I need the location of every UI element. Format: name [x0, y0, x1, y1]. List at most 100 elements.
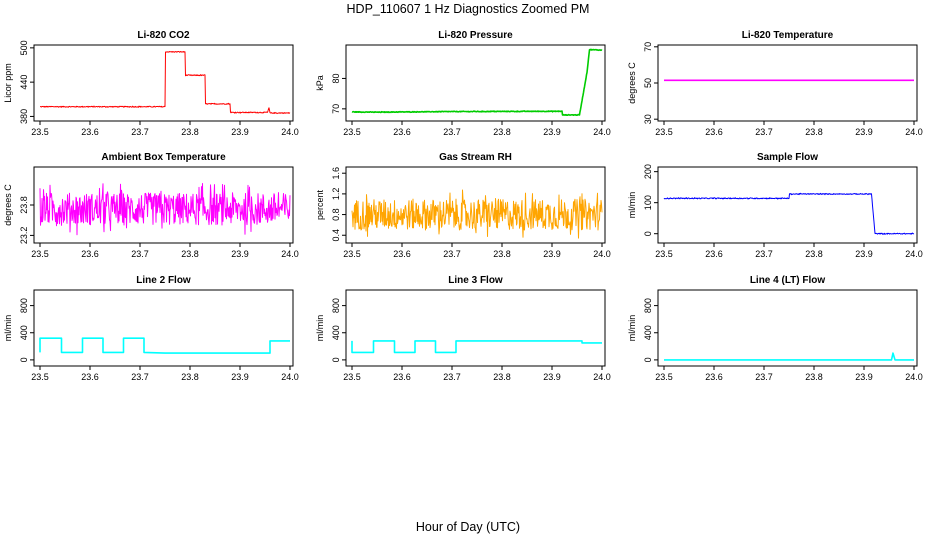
panel-title: Sample Flow: [757, 152, 818, 163]
x-tick-label: 23.5: [31, 372, 49, 382]
x-tick-label: 23.8: [493, 372, 511, 382]
x-tick-label: 24.0: [905, 372, 923, 382]
y-tick-label: 70: [331, 104, 341, 114]
y-tick-label: 50: [643, 78, 653, 88]
plot-frame: [345, 44, 606, 122]
panel-title: Gas Stream RH: [439, 152, 512, 163]
x-tick-label: 24.0: [593, 249, 611, 259]
chart-panel: Ambient Box Temperature 23.5 23.6 23.7 23.8 2…: [3, 152, 299, 259]
y-axis-label: Licor ppm: [3, 63, 13, 103]
y-tick-label: 70: [643, 42, 653, 52]
x-tick-label: 23.9: [543, 249, 561, 259]
x-tick-label: 23.5: [655, 372, 673, 382]
x-tick-label: 23.9: [855, 249, 873, 259]
series-line: [664, 352, 914, 361]
y-axis-label: ml/min: [627, 192, 637, 219]
x-tick-label: 23.5: [655, 127, 673, 137]
y-tick-label: 30: [643, 114, 653, 124]
y-tick-label: 440: [19, 75, 29, 90]
chart-panel: Line 2 Flow 23.5 23.6 23.7 23.8 23.9 24.0 0 400 8…: [3, 275, 299, 382]
panel-title: Li-820 CO2: [137, 30, 190, 41]
y-tick-label: 500: [19, 40, 29, 55]
y-tick-label: 0.8: [331, 208, 341, 221]
figure-x-label: Hour of Day (UTC): [416, 520, 520, 534]
x-tick-label: 23.6: [705, 127, 723, 137]
x-tick-label: 23.9: [543, 127, 561, 137]
x-tick-label: 23.7: [131, 372, 149, 382]
x-tick-label: 23.6: [393, 372, 411, 382]
x-tick-label: 24.0: [593, 127, 611, 137]
y-tick-label: 0: [331, 357, 341, 362]
x-tick-label: 24.0: [593, 372, 611, 382]
plot-frame: [657, 289, 918, 367]
y-tick-label: 0: [19, 357, 29, 362]
chart-panel: Li-820 Temperature 23.5 23.6 23.7 23.8 23.9 24…: [627, 30, 923, 137]
x-tick-label: 23.9: [231, 372, 249, 382]
y-axis-label: kPa: [315, 75, 325, 91]
x-tick-label: 24.0: [281, 127, 299, 137]
plot-frame: [33, 289, 294, 367]
x-tick-label: 23.8: [493, 249, 511, 259]
x-tick-label: 24.0: [281, 249, 299, 259]
y-tick-label: 400: [19, 325, 29, 340]
x-tick-label: 23.7: [755, 249, 773, 259]
series-line: [663, 192, 915, 235]
y-axis-label: ml/min: [3, 315, 13, 342]
plot-frame: [33, 44, 294, 122]
x-tick-label: 23.8: [181, 127, 199, 137]
x-tick-label: 23.7: [131, 127, 149, 137]
x-tick-label: 23.8: [805, 249, 823, 259]
y-tick-label: 1.2: [331, 188, 341, 201]
chart-panel: Line 4 (LT) Flow 23.5 23.6 23.7 23.8 23.9 24.0…: [627, 275, 923, 382]
y-tick-label: 23.8: [19, 196, 29, 214]
x-tick-label: 23.6: [81, 372, 99, 382]
x-tick-label: 23.9: [231, 127, 249, 137]
x-tick-label: 23.7: [755, 127, 773, 137]
y-axis-label: ml/min: [627, 315, 637, 342]
y-tick-label: 23.2: [19, 227, 29, 245]
y-tick-label: 100: [643, 195, 653, 210]
x-tick-label: 23.5: [343, 249, 361, 259]
x-tick-label: 23.7: [755, 372, 773, 382]
series-line: [351, 189, 603, 239]
y-tick-label: 800: [331, 298, 341, 313]
x-tick-label: 24.0: [281, 372, 299, 382]
x-tick-label: 23.7: [443, 127, 461, 137]
y-tick-label: 400: [331, 325, 341, 340]
x-tick-label: 23.6: [393, 249, 411, 259]
panel-title: Ambient Box Temperature: [101, 152, 226, 163]
panel-title: Li-820 Pressure: [438, 30, 513, 41]
series-line: [351, 48, 603, 116]
plot-frame: [345, 166, 606, 244]
y-axis-label: ml/min: [315, 315, 325, 342]
chart-panel: Li-820 CO2 23.5 23.6 23.7 23.8 23.9 24.0 380 440…: [3, 30, 299, 137]
y-tick-label: 800: [643, 298, 653, 313]
chart-panel: Line 3 Flow 23.5 23.6 23.7 23.8 23.9 24.0 0 400 8…: [315, 275, 611, 382]
y-tick-label: 0: [643, 231, 653, 236]
x-tick-label: 23.7: [131, 249, 149, 259]
x-tick-label: 23.8: [493, 127, 511, 137]
x-tick-label: 23.5: [31, 249, 49, 259]
figure-title: HDP_110607 1 Hz Diagnostics Zoomed PM: [347, 2, 590, 16]
x-tick-label: 23.7: [443, 249, 461, 259]
x-tick-label: 23.6: [705, 372, 723, 382]
chart-panel: Sample Flow 23.5 23.6 23.7 23.8 23.9 24.0 0 100 2…: [627, 152, 923, 259]
panel-title: Line 4 (LT) Flow: [750, 275, 826, 286]
panel-title: Line 3 Flow: [448, 275, 503, 286]
series-line: [39, 337, 290, 354]
y-tick-label: 200: [643, 164, 653, 179]
x-tick-label: 24.0: [905, 249, 923, 259]
x-tick-label: 23.8: [181, 249, 199, 259]
x-tick-label: 23.5: [655, 249, 673, 259]
x-tick-label: 23.9: [231, 249, 249, 259]
x-tick-label: 23.8: [805, 127, 823, 137]
x-tick-label: 23.5: [31, 127, 49, 137]
x-tick-label: 23.7: [443, 372, 461, 382]
x-tick-label: 23.8: [805, 372, 823, 382]
y-tick-label: 80: [331, 73, 341, 83]
series-line: [40, 51, 291, 115]
series-line: [39, 183, 291, 236]
y-axis-label: degrees C: [627, 62, 637, 104]
series-line: [351, 340, 602, 354]
